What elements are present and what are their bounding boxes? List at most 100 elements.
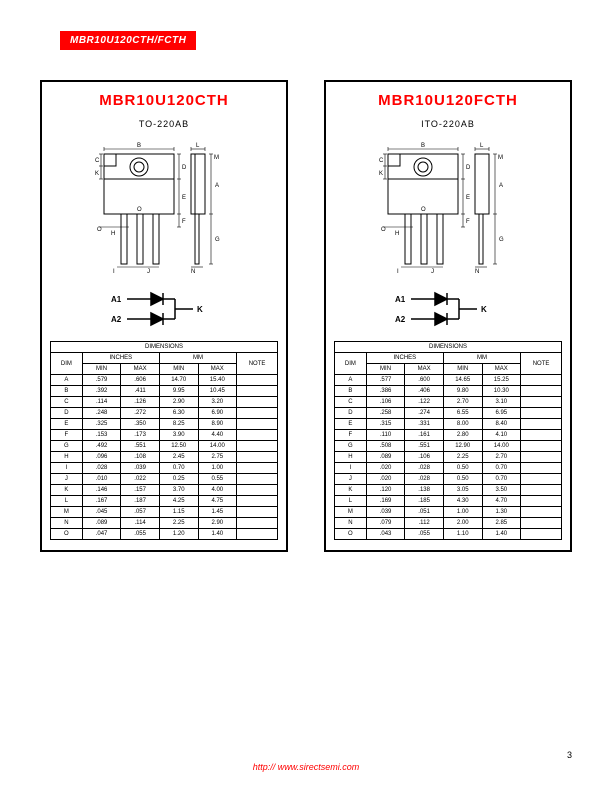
cell-imax: .057 [121, 507, 160, 518]
panels-row: MBR10U120CTH TO-220AB [40, 80, 572, 552]
cell-mmin: 3.05 [443, 485, 482, 496]
cell-mmin: 2.25 [159, 518, 198, 529]
cell-d: K [335, 485, 367, 496]
cell-imin: .248 [82, 408, 121, 419]
cell-imin: .325 [82, 419, 121, 430]
cell-mmax: 2.85 [482, 518, 521, 529]
cell-imax: .606 [121, 375, 160, 386]
cell-mmax: 14.00 [482, 441, 521, 452]
cell-d: M [335, 507, 367, 518]
cell-mmax: 10.45 [198, 386, 237, 397]
page-number: 3 [567, 750, 572, 760]
cell-d: B [51, 386, 83, 397]
svg-text:F: F [466, 219, 470, 225]
table-row: C.114.1262.903.20 [51, 397, 278, 408]
cell-mmax: 10.30 [482, 386, 521, 397]
cell-imax: .106 [405, 452, 444, 463]
cell-d: D [335, 408, 367, 419]
cell-mmax: 1.00 [198, 463, 237, 474]
svg-text:H: H [395, 231, 399, 237]
cell-n [521, 430, 562, 441]
cell-mmax: 14.00 [198, 441, 237, 452]
svg-text:B: B [421, 143, 425, 149]
cell-imin: .492 [82, 441, 121, 452]
cell-imax: .331 [405, 419, 444, 430]
cell-mmin: 4.25 [159, 496, 198, 507]
left-title: MBR10U120CTH [50, 92, 278, 109]
table-row: N.089.1142.252.90 [51, 518, 278, 529]
cell-d: C [335, 397, 367, 408]
cell-imin: .047 [82, 529, 121, 540]
table-row: E.315.3318.008.40 [335, 419, 562, 430]
cell-n [521, 397, 562, 408]
cell-d: F [51, 430, 83, 441]
dim-o2: O [137, 207, 142, 213]
footer-url[interactable]: http:// www.sirectsemi.com [253, 762, 360, 772]
cell-mmin: 6.55 [443, 408, 482, 419]
cell-d: J [51, 474, 83, 485]
cell-imax: .161 [405, 430, 444, 441]
dim-f: F [182, 219, 186, 225]
left-dim-table: DIMENSIONS DIM INCHES MM NOTE MIN MAX MI… [50, 341, 278, 540]
svg-text:L: L [480, 143, 484, 149]
cell-n [521, 518, 562, 529]
cell-mmin: 0.50 [443, 463, 482, 474]
table-row: H.089.1062.252.70 [335, 452, 562, 463]
cell-n [237, 452, 278, 463]
table-row: D.248.2726.306.90 [51, 408, 278, 419]
cell-imin: .258 [366, 408, 405, 419]
cell-imax: .551 [405, 441, 444, 452]
th-min2: MIN [159, 364, 198, 375]
cell-imax: .157 [121, 485, 160, 496]
cell-d: G [335, 441, 367, 452]
cell-mmin: 4.30 [443, 496, 482, 507]
cell-mmax: 15.25 [482, 375, 521, 386]
svg-text:K: K [481, 305, 487, 314]
cell-imax: .055 [405, 529, 444, 540]
table-row: B.386.4069.8010.30 [335, 386, 562, 397]
cell-n [521, 507, 562, 518]
table-row: B.392.4119.9510.45 [51, 386, 278, 397]
svg-text:J: J [431, 269, 434, 275]
svg-text:M: M [498, 155, 503, 161]
cell-imin: .110 [366, 430, 405, 441]
svg-text:N: N [475, 269, 479, 275]
dim-g: G [215, 237, 220, 243]
cell-imax: .122 [405, 397, 444, 408]
cell-imin: .392 [82, 386, 121, 397]
cell-mmin: 12.90 [443, 441, 482, 452]
cell-mmax: 3.20 [198, 397, 237, 408]
cell-mmin: 3.90 [159, 430, 198, 441]
cell-mmin: 0.25 [159, 474, 198, 485]
dim-l: L [196, 143, 200, 149]
svg-text:I: I [397, 269, 399, 275]
table-row: N.079.1122.002.85 [335, 518, 562, 529]
th-note: NOTE [237, 353, 278, 375]
cell-mmax: 6.90 [198, 408, 237, 419]
cell-imax: .112 [405, 518, 444, 529]
table-row: K.146.1573.704.00 [51, 485, 278, 496]
svg-text:O: O [421, 207, 426, 213]
table-row: J.010.0220.250.55 [51, 474, 278, 485]
cell-n [237, 518, 278, 529]
cell-d: L [335, 496, 367, 507]
cell-n [521, 452, 562, 463]
dim-e: E [182, 195, 186, 201]
cell-d: L [51, 496, 83, 507]
right-tbody: A.577.60014.6515.25B.386.4069.8010.30C.1… [335, 375, 562, 540]
cell-imin: .315 [366, 419, 405, 430]
right-package-type: ITO-220AB [334, 119, 562, 129]
sym-a1: A1 [111, 295, 122, 304]
cell-mmin: 1.15 [159, 507, 198, 518]
cell-imin: .020 [366, 463, 405, 474]
cell-imin: .579 [82, 375, 121, 386]
cell-mmax: 15.40 [198, 375, 237, 386]
cell-d: N [51, 518, 83, 529]
cell-mmin: 3.70 [159, 485, 198, 496]
cell-mmin: 8.00 [443, 419, 482, 430]
cell-mmax: 4.00 [198, 485, 237, 496]
cell-d: C [51, 397, 83, 408]
cell-n [237, 529, 278, 540]
th-max2: MAX [198, 364, 237, 375]
cell-d: N [335, 518, 367, 529]
